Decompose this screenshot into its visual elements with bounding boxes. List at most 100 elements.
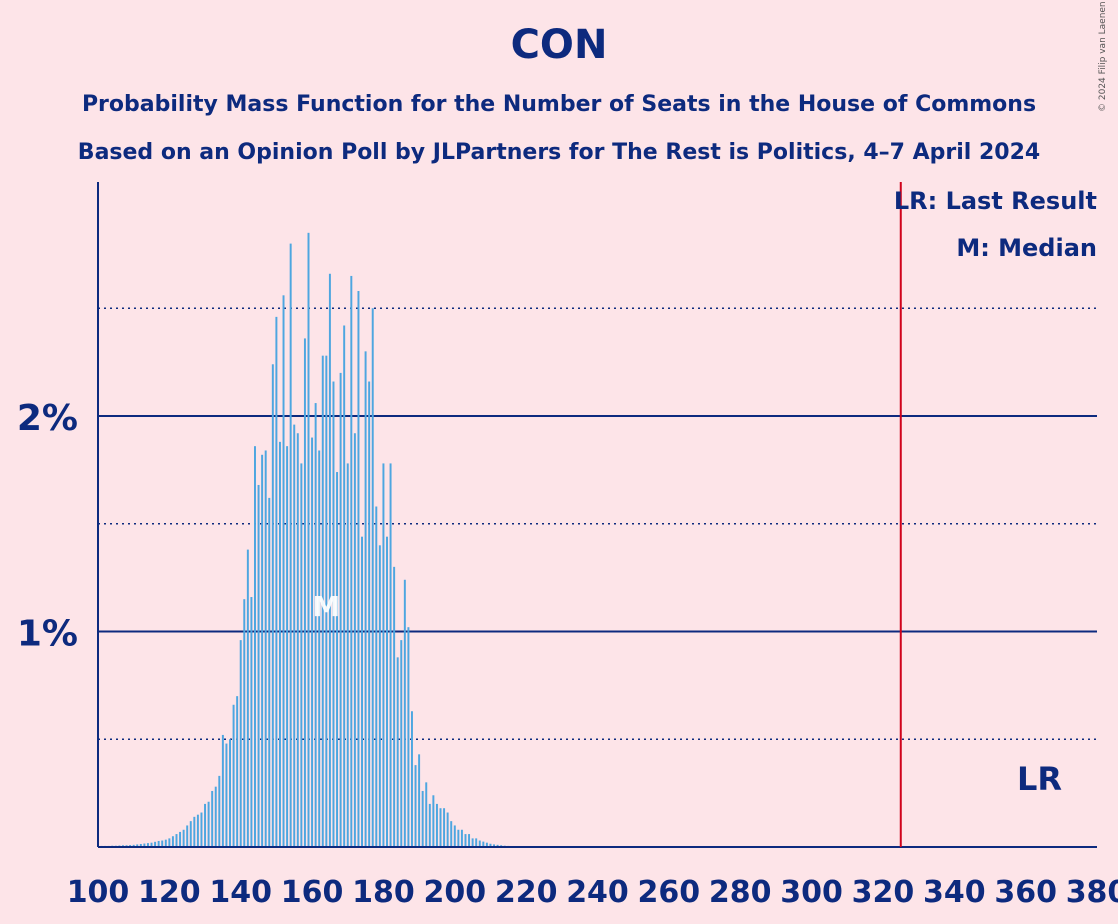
bar xyxy=(164,839,167,847)
bar xyxy=(493,844,496,847)
bar xyxy=(136,844,139,847)
bar xyxy=(239,640,242,847)
bar xyxy=(250,597,253,847)
bar xyxy=(325,355,328,847)
legend-last-result: LR: Last Result xyxy=(894,187,1097,215)
bar xyxy=(207,801,210,847)
bar xyxy=(303,338,306,847)
bar xyxy=(353,433,356,847)
bar xyxy=(478,840,481,847)
bar xyxy=(218,775,221,847)
bar xyxy=(139,843,142,847)
bar xyxy=(182,829,185,847)
grid-lines xyxy=(98,307,1097,741)
x-tick-label: 180 xyxy=(352,875,415,910)
bar xyxy=(453,825,456,847)
bar xyxy=(410,711,413,847)
median-marker: M xyxy=(312,590,340,623)
bar xyxy=(278,441,281,847)
bar xyxy=(143,843,146,847)
bar xyxy=(400,640,403,847)
bar xyxy=(254,446,256,847)
x-tick-label: 300 xyxy=(780,875,843,910)
bar xyxy=(343,325,346,847)
bar xyxy=(350,275,353,847)
bar xyxy=(336,472,339,847)
bar xyxy=(261,454,264,847)
x-tick-label: 280 xyxy=(709,875,772,910)
bar xyxy=(311,437,314,847)
bar xyxy=(393,566,396,847)
bar xyxy=(243,599,246,847)
bar xyxy=(264,450,267,847)
bar xyxy=(460,829,463,847)
bar xyxy=(196,814,199,847)
bar xyxy=(293,424,296,847)
bar xyxy=(386,536,388,847)
bar xyxy=(428,803,431,847)
bar xyxy=(221,734,224,847)
bar xyxy=(200,812,203,847)
bar xyxy=(232,704,235,847)
bar xyxy=(471,838,474,847)
axes xyxy=(97,182,1097,848)
tick-labels: 1% 2% 100 120 140 160 180 200 220 240 260 280 300 320… xyxy=(17,398,1118,910)
bar xyxy=(186,825,189,847)
bar xyxy=(357,291,360,847)
bar xyxy=(307,232,310,847)
bar-series xyxy=(97,232,528,848)
bar xyxy=(485,842,488,847)
bar xyxy=(375,506,378,847)
bar xyxy=(300,463,303,847)
bar xyxy=(175,834,178,847)
bar xyxy=(229,739,231,847)
bar xyxy=(189,821,192,847)
y-tick-label: 1% xyxy=(17,614,78,655)
bar xyxy=(275,316,278,847)
bar xyxy=(425,782,428,847)
x-tick-label: 240 xyxy=(566,875,629,910)
bar xyxy=(296,433,299,847)
bar xyxy=(475,838,478,847)
bar xyxy=(346,463,349,847)
x-tick-label: 220 xyxy=(495,875,558,910)
bar xyxy=(271,364,274,847)
bar xyxy=(468,834,471,847)
bar xyxy=(246,549,249,847)
bar xyxy=(418,754,421,847)
x-tick-label: 260 xyxy=(638,875,701,910)
chart-title: CON xyxy=(510,22,608,68)
x-tick-label: 140 xyxy=(209,875,272,910)
x-tick-label: 340 xyxy=(923,875,986,910)
annotations: M LR LR: Last Result M: Median xyxy=(312,182,1097,847)
bar xyxy=(236,696,239,847)
x-tick-label: 120 xyxy=(138,875,201,910)
bar xyxy=(361,536,364,847)
bar xyxy=(382,463,385,847)
bar xyxy=(396,657,399,847)
bar xyxy=(446,812,449,847)
bar xyxy=(332,381,335,847)
bar xyxy=(421,790,424,847)
bar xyxy=(321,355,324,847)
bar xyxy=(482,841,485,847)
bar xyxy=(443,808,446,847)
x-tick-label: 160 xyxy=(281,875,344,910)
bar xyxy=(371,308,374,847)
bar xyxy=(314,403,317,847)
x-tick-label: 360 xyxy=(994,875,1057,910)
bar xyxy=(457,829,460,847)
bar xyxy=(496,844,499,847)
bar xyxy=(328,273,331,847)
x-tick-label: 320 xyxy=(852,875,915,910)
bar xyxy=(150,842,153,847)
bar xyxy=(439,808,442,847)
bar xyxy=(432,795,435,847)
x-tick-label: 200 xyxy=(423,875,486,910)
x-tick-label: 100 xyxy=(67,875,130,910)
bar xyxy=(225,743,228,847)
bar xyxy=(268,497,271,847)
bar xyxy=(146,843,149,847)
bar xyxy=(389,463,392,847)
